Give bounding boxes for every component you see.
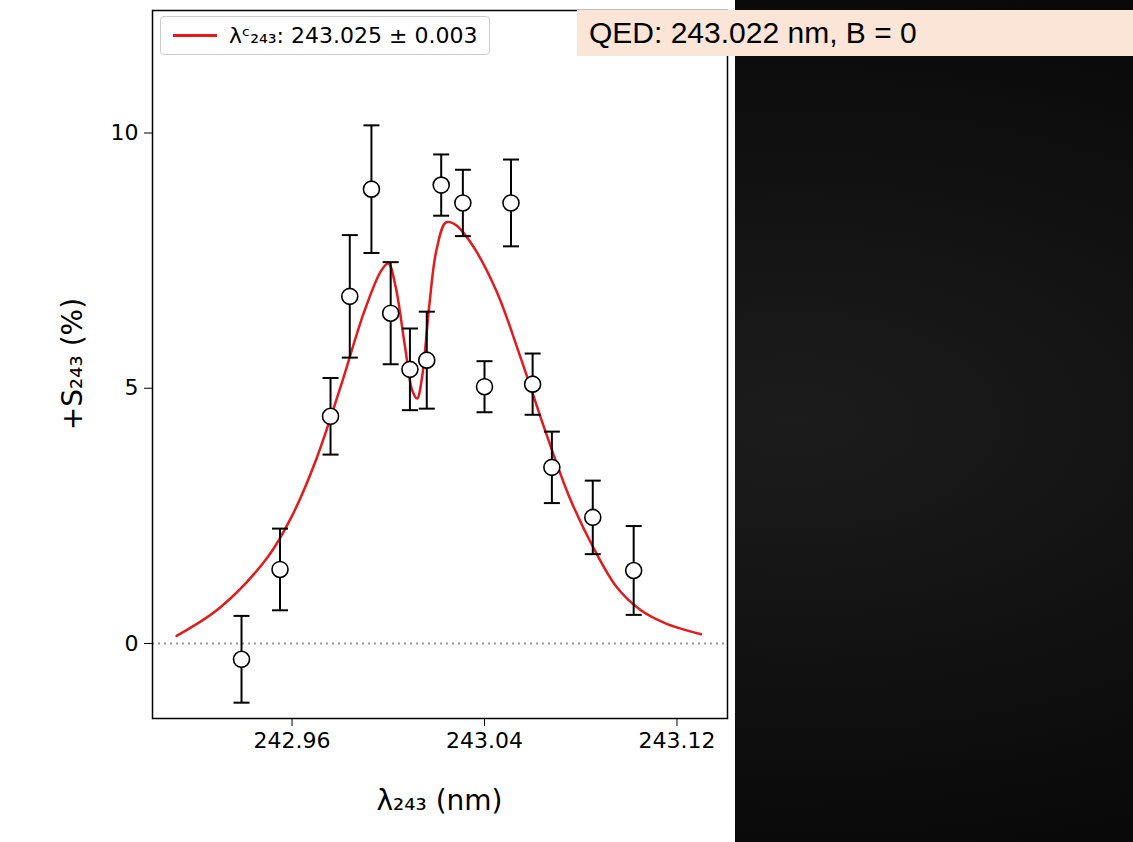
svg-text:242.96: 242.96 [254, 728, 331, 753]
html-text:λᶜ₂₄₃: 243.025 ± 0.003: λᶜ₂₄₃: 243.025 ± 0.003 [229, 23, 478, 48]
html-text:QED: 243.022 nm, B = 0: QED: 243.022 nm, B = 0 [589, 16, 917, 49]
html-text:+S₂₄₃ (%): +S₂₄₃ (%) [55, 297, 89, 431]
svg-text:243.12: 243.12 [638, 728, 715, 753]
svg-text:5: 5 [125, 375, 139, 400]
html-text:λ₂₄₃ (nm): λ₂₄₃ (nm) [376, 783, 503, 817]
svg-text:0: 0 [125, 631, 139, 656]
svg-text:243.04: 243.04 [446, 728, 523, 753]
svg-text:10: 10 [111, 120, 139, 145]
